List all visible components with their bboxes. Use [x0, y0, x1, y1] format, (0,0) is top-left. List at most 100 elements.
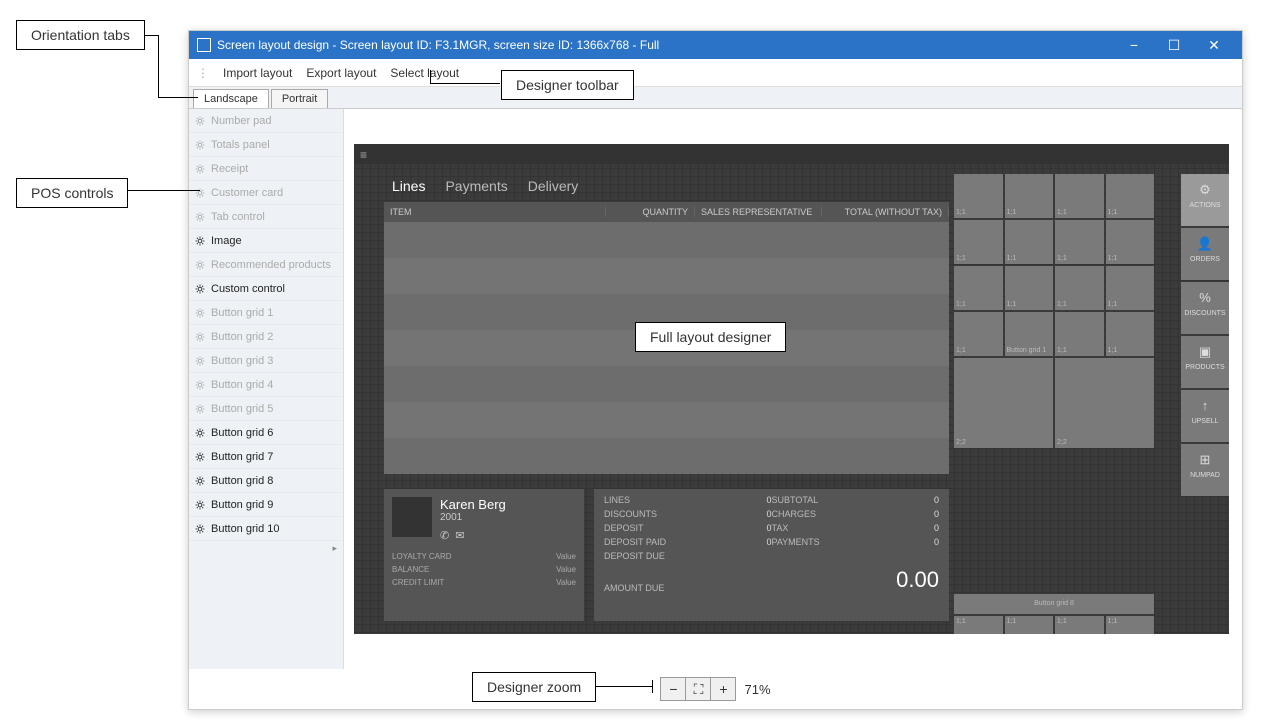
pos-control-item[interactable]: Button grid 7 [189, 445, 343, 469]
canvas-header: ≡ [354, 144, 1229, 164]
tab-payments[interactable]: Payments [445, 178, 507, 194]
pos-control-item[interactable]: Button grid 5 [189, 397, 343, 421]
action-products[interactable]: ▣PRODUCTS [1181, 336, 1229, 388]
select-layout-button[interactable]: Select layout [390, 66, 459, 80]
control-label: Custom control [211, 277, 285, 301]
import-layout-button[interactable]: Import layout [223, 66, 292, 80]
gear-icon [195, 332, 205, 342]
control-label: Image [211, 229, 242, 253]
callout-line [430, 83, 500, 84]
tab-lines[interactable]: Lines [392, 178, 425, 194]
transaction-tabs: Lines Payments Delivery [384, 174, 949, 198]
gear-icon [195, 236, 205, 246]
transaction-columns: ITEM QUANTITY SALES REPRESENTATIVE TOTAL… [384, 202, 949, 222]
export-layout-button[interactable]: Export layout [306, 66, 376, 80]
grid-cell[interactable]: 2;2 [954, 358, 1053, 448]
grid-cell[interactable]: Button grid 1 [1005, 312, 1054, 356]
grid-cell[interactable]: 1;1 [1106, 616, 1155, 634]
pos-control-item[interactable]: Customer card [189, 181, 343, 205]
grid-cell[interactable]: 1;1 [1055, 174, 1104, 218]
grid-cell[interactable]: 1;1 [1005, 174, 1054, 218]
pos-control-item[interactable]: Tab control [189, 205, 343, 229]
grid-cell[interactable]: 1;1 [954, 266, 1003, 310]
button-grid-area[interactable]: 1;11;11;11;11;11;11;11;11;11;11;11;11;1B… [954, 174, 1154, 448]
pos-control-item[interactable]: Button grid 10 [189, 517, 343, 541]
grid-cell[interactable]: 1;1 [954, 174, 1003, 218]
action-numpad[interactable]: ⊞NUMPAD [1181, 444, 1229, 496]
pos-control-item[interactable]: Button grid 2 [189, 325, 343, 349]
close-button[interactable]: ✕ [1194, 37, 1234, 54]
customer-card[interactable]: Karen Berg 2001 ✆ ✉ LOYALTY CARDValue BA… [384, 489, 584, 621]
actions-icon: ⚙ [1181, 182, 1229, 198]
grid-cell[interactable]: 1;1 [1005, 220, 1054, 264]
pos-control-item[interactable]: Receipt [189, 157, 343, 181]
zoom-fit-button[interactable]: ⛶ [685, 677, 711, 701]
grid-cell[interactable]: 2;2 [1055, 358, 1154, 448]
grid-cell[interactable]: 1;1 [1055, 312, 1104, 356]
pos-control-item[interactable]: Button grid 1 [189, 301, 343, 325]
control-label: Button grid 1 [211, 301, 273, 325]
button-grid-2[interactable]: 2;2 2;2 [954, 358, 1154, 448]
grid-cell[interactable]: 1;1 [954, 312, 1003, 356]
control-label: Recommended products [211, 253, 331, 277]
grid-cell[interactable]: 1;1 [1005, 266, 1054, 310]
sidebar-expand-icon[interactable]: ▸ [189, 541, 343, 556]
tab-landscape[interactable]: Landscape [193, 89, 269, 108]
grid-cell[interactable]: 1;1 [954, 616, 1003, 634]
grid-cell[interactable]: 1;1 [1055, 266, 1104, 310]
gear-icon [195, 380, 205, 390]
pos-control-item[interactable]: Button grid 3 [189, 349, 343, 373]
gear-icon [195, 524, 205, 534]
subtotal-value: 0 [919, 495, 939, 505]
credit-label: CREDIT LIMIT [392, 578, 444, 587]
grid-cell[interactable]: 1;1 [1055, 616, 1104, 634]
mail-icon[interactable]: ✉ [455, 529, 464, 542]
grid-cell[interactable]: 1;1 [1106, 174, 1155, 218]
totals-panel[interactable]: LINES0 SUBTOTAL0 DISCOUNTS0 CHARGES0 DEP… [594, 489, 949, 621]
action-discounts[interactable]: %DISCOUNTS [1181, 282, 1229, 334]
amount-due-label: AMOUNT DUE [604, 583, 664, 593]
hamburger-icon[interactable]: ≡ [360, 148, 367, 162]
pos-control-item[interactable]: Button grid 9 [189, 493, 343, 517]
action-actions[interactable]: ⚙ACTIONS [1181, 174, 1229, 226]
payments-value: 0 [919, 537, 939, 547]
callout-line [158, 97, 198, 98]
pos-control-item[interactable]: Button grid 4 [189, 373, 343, 397]
maximize-button[interactable]: ☐ [1154, 37, 1194, 54]
control-label: Customer card [211, 181, 283, 205]
zoom-in-button[interactable]: + [710, 677, 736, 701]
control-label: Button grid 3 [211, 349, 273, 373]
deposit-paid-value: 0 [752, 537, 772, 547]
layout-designer[interactable]: ≡ Lines Payments Delivery ITEM QUANTITY … [344, 109, 1242, 669]
zoom-out-button[interactable]: − [660, 677, 686, 701]
control-label: Button grid 7 [211, 445, 273, 469]
pos-control-item[interactable]: Number pad [189, 109, 343, 133]
pos-control-item[interactable]: Custom control [189, 277, 343, 301]
grid-cell[interactable]: 1;1 [1106, 220, 1155, 264]
button-grid-1[interactable]: 1;11;11;11;11;11;11;11;11;11;11;11;11;1B… [954, 174, 1154, 356]
table-row [384, 222, 949, 258]
grid-cell[interactable]: 1;1 [1106, 312, 1155, 356]
phone-icon[interactable]: ✆ [440, 529, 449, 542]
pos-control-item[interactable]: Totals panel [189, 133, 343, 157]
pos-control-item[interactable]: Button grid 8 [189, 469, 343, 493]
grid-cell[interactable]: 1;1 [1055, 220, 1104, 264]
action-upsell[interactable]: ↑UPSELL [1181, 390, 1229, 442]
designer-toolbar: ⋮ Import layout Export layout Select lay… [189, 59, 1242, 87]
tab-portrait[interactable]: Portrait [271, 89, 328, 108]
col-salesrep: SALES REPRESENTATIVE [695, 207, 822, 217]
pos-control-item[interactable]: Image [189, 229, 343, 253]
tab-delivery[interactable]: Delivery [528, 178, 579, 194]
grid-cell[interactable]: 1;1 [954, 220, 1003, 264]
gear-icon [195, 284, 205, 294]
designer-canvas[interactable]: ≡ Lines Payments Delivery ITEM QUANTITY … [354, 144, 1229, 634]
pos-control-item[interactable]: Button grid 6 [189, 421, 343, 445]
grid-cell[interactable]: 1;1 [1106, 266, 1155, 310]
callout-line [120, 190, 200, 191]
button-grid-8[interactable]: Button grid 8 1;1 1;1 1;1 1;1 [954, 594, 1154, 634]
minimize-button[interactable]: − [1114, 37, 1154, 53]
gear-icon [195, 308, 205, 318]
action-orders[interactable]: 👤ORDERS [1181, 228, 1229, 280]
pos-control-item[interactable]: Recommended products [189, 253, 343, 277]
grid-cell[interactable]: 1;1 [1005, 616, 1054, 634]
